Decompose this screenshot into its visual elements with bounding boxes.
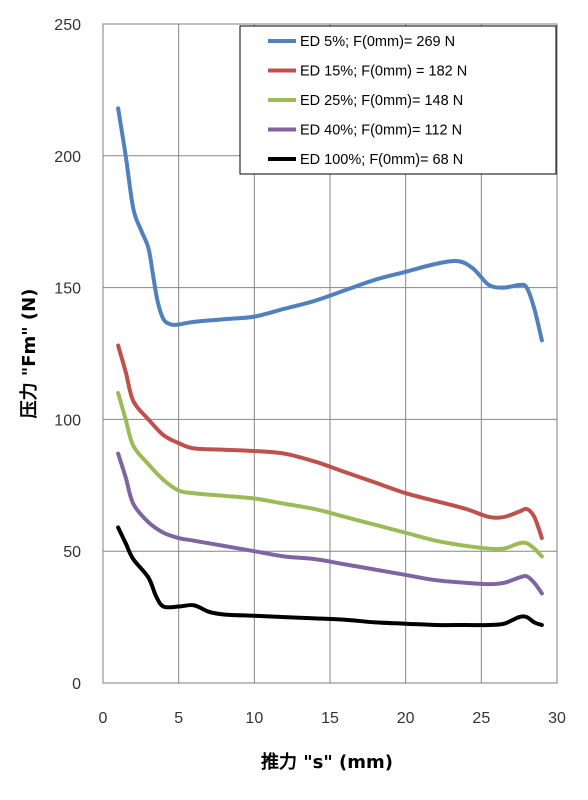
legend-label: ED 25%; F(0mm)= 148 N (300, 93, 463, 109)
legend-label: ED 100%; F(0mm)= 68 N (300, 152, 463, 168)
legend: ED 5%; F(0mm)= 269 N ED 15%; F(0mm) = 182… (239, 25, 557, 175)
series-layer (116, 106, 544, 628)
tick-labels: 0 5 10 15 20 25 30 0 50 100 150 200 250 (54, 17, 566, 727)
x-axis-title: 推力 "s" (mm) (261, 751, 393, 773)
legend-label: ED 15%; F(0mm) = 182 N (300, 64, 467, 80)
series-line-4 (116, 451, 544, 596)
x-tick-label: 30 (548, 710, 566, 727)
x-tick-label: 10 (245, 710, 263, 727)
plot-border (102, 23, 558, 684)
x-tick-label: 5 (174, 710, 183, 727)
y-tick-label: 100 (54, 412, 81, 429)
x-tick-label: 0 (99, 710, 108, 727)
series-line-5 (116, 525, 544, 628)
x-tick-label: 20 (397, 710, 415, 727)
legend-label: ED 40%; F(0mm)= 112 N (300, 123, 462, 139)
y-tick-label: 250 (54, 17, 81, 34)
y-axis-title: 压力 "Fm" (N) (19, 289, 40, 419)
x-tick-label: 25 (472, 710, 490, 727)
y-tick-label: 200 (54, 149, 81, 166)
x-tick-label: 15 (321, 710, 339, 727)
y-tick-label: 0 (72, 676, 81, 693)
series-line-3 (116, 391, 544, 559)
series-line-1 (116, 106, 544, 343)
y-tick-label: 150 (54, 281, 81, 298)
series-line-2 (116, 343, 544, 541)
legend-label: ED 5%; F(0mm)= 269 N (300, 34, 455, 50)
y-tick-label: 50 (63, 544, 81, 561)
